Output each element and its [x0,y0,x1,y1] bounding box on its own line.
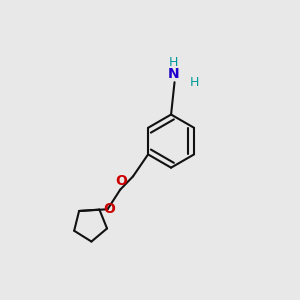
Text: H: H [190,76,199,89]
Text: O: O [103,202,116,216]
Text: H: H [169,56,178,69]
Text: O: O [115,174,127,188]
Text: N: N [168,67,180,81]
